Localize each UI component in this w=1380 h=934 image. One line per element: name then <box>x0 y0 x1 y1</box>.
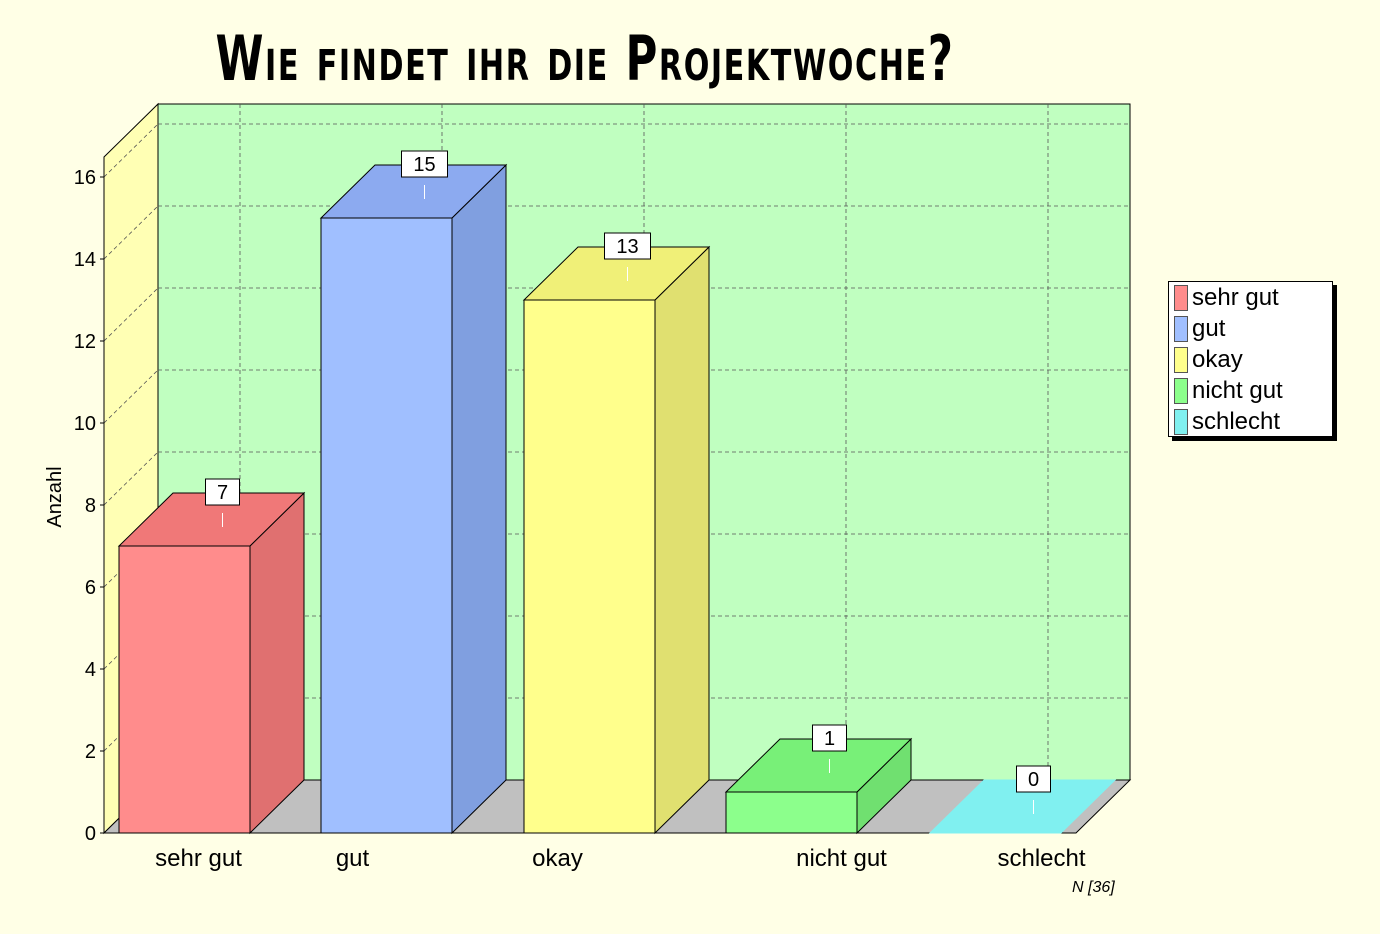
grid-line-wall <box>103 287 159 342</box>
legend-item: schlecht <box>1169 406 1332 437</box>
bar-side <box>654 245 710 835</box>
grid-line-wall <box>103 451 159 506</box>
grid-line-wall <box>103 123 159 178</box>
y-tick-label: 4 <box>85 659 96 681</box>
bar-group: 0 schlecht <box>928 765 1117 872</box>
bar-side <box>451 163 507 835</box>
bar-top <box>724 738 913 793</box>
data-label-box <box>604 232 651 260</box>
legend-swatch <box>1174 315 1188 342</box>
x-tick-label: nicht gut <box>796 845 887 872</box>
x-tick-label: gut <box>336 845 370 872</box>
legend-swatch <box>1174 377 1188 404</box>
bar-group: 1 nicht gut <box>724 724 913 872</box>
legend-swatch <box>1174 284 1188 311</box>
legend-label: gut <box>1192 314 1226 342</box>
bar-group: 15 gut <box>319 150 508 872</box>
y-tick-label: 10 <box>74 413 96 435</box>
bar-top <box>928 779 1117 834</box>
bar-group: 7 sehr gut <box>117 478 306 872</box>
data-label-box <box>812 724 847 752</box>
bar <box>320 217 453 834</box>
x-tick-label: sehr gut <box>155 845 242 872</box>
bar-top <box>319 164 508 219</box>
y-tick-label: 16 <box>74 167 96 189</box>
bar <box>725 791 858 834</box>
y-tick-label: 0 <box>85 823 96 845</box>
legend-swatch <box>1174 408 1188 435</box>
y-tick-label: 12 <box>74 331 96 353</box>
data-label-box <box>1016 765 1051 793</box>
legend-label: schlecht <box>1192 407 1281 435</box>
y-tick-label: 8 <box>85 495 96 517</box>
sample-size-note: N [36] <box>1072 879 1115 896</box>
x-tick-label: okay <box>532 845 583 872</box>
legend-item: nicht gut <box>1169 375 1332 406</box>
bar-top <box>117 492 306 547</box>
x-tick-label: schlecht <box>997 845 1085 872</box>
grid-line-wall <box>103 369 159 424</box>
y-axis: 0 2 4 6 8 10 12 14 16 <box>74 157 105 845</box>
grid-line-wall <box>103 205 159 260</box>
data-label: 15 <box>413 154 435 176</box>
y-axis-label: Anzahl <box>44 466 66 527</box>
legend-label: okay <box>1192 345 1243 373</box>
legend-item: okay <box>1169 344 1332 375</box>
chart-title: Wie findet ihr die Projektwoche? <box>215 22 955 95</box>
data-label-box <box>401 150 448 178</box>
bar <box>523 299 656 834</box>
data-label-box <box>205 478 240 506</box>
legend-item: sehr gut <box>1169 282 1332 313</box>
data-label: 13 <box>616 236 638 258</box>
bar <box>118 545 251 834</box>
bar-group: 13 okay <box>522 232 711 872</box>
bar-top <box>522 246 711 301</box>
y-tick-label: 14 <box>74 249 96 271</box>
data-label: 0 <box>1028 769 1039 791</box>
data-label: 1 <box>824 728 835 750</box>
data-label: 7 <box>217 482 228 504</box>
legend-label: nicht gut <box>1192 376 1283 404</box>
bar-side <box>249 491 305 835</box>
legend-item: gut <box>1169 313 1332 344</box>
y-tick-label: 6 <box>85 577 96 599</box>
legend: sehr gut gut okay nicht gut schlecht <box>1168 281 1333 437</box>
y-tick-label: 2 <box>85 741 96 763</box>
legend-label: sehr gut <box>1192 283 1279 311</box>
legend-swatch <box>1174 346 1188 373</box>
